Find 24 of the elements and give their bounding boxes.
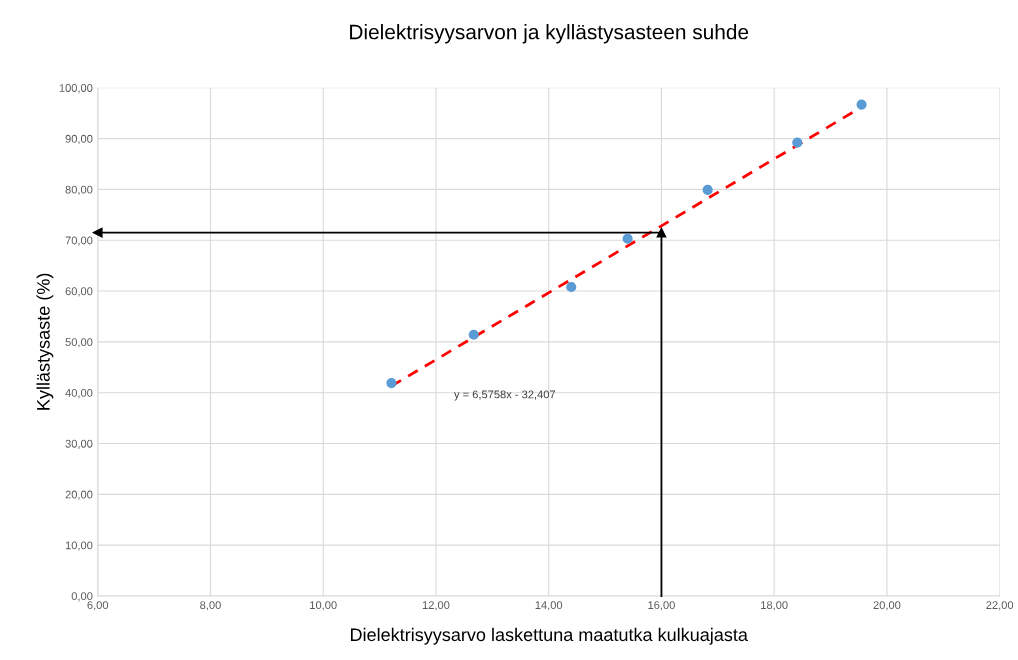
y-tick-label: 0,00 bbox=[71, 592, 93, 602]
y-tick-label: 80,00 bbox=[65, 185, 93, 195]
x-tick-label: 12,00 bbox=[422, 601, 450, 611]
x-tick-label: 6,00 bbox=[87, 601, 109, 611]
x-tick-label: 10,00 bbox=[310, 601, 337, 611]
y-tick-label: 100,00 bbox=[59, 84, 93, 94]
x-tick-label: 16,00 bbox=[648, 601, 675, 611]
x-tick-label: 20,00 bbox=[873, 601, 901, 611]
x-tick-label: 18,00 bbox=[761, 601, 788, 611]
y-tick-label: 20,00 bbox=[65, 490, 93, 500]
y-axis-title: Kyllästysaste (%) bbox=[36, 273, 54, 410]
x-axis-title: Dielektrisyysarvo laskettuna maatutka kulkuajasta bbox=[350, 627, 748, 645]
y-tick-label: 70,00 bbox=[65, 236, 93, 246]
y-tick-label: 60,00 bbox=[65, 287, 93, 297]
y-tick-label: 40,00 bbox=[65, 388, 93, 399]
x-tick-label: 8,00 bbox=[200, 601, 221, 611]
y-tick-label: 30,00 bbox=[65, 439, 93, 449]
annotation: y = 6,5758x - 32,407 bbox=[454, 390, 556, 401]
y-tick-label: 50,00 bbox=[65, 338, 93, 348]
y-tick-label: 10,00 bbox=[65, 541, 93, 551]
x-tick-label: 22,00 bbox=[986, 601, 1014, 611]
y-tick-label: 90,00 bbox=[65, 134, 93, 145]
chart-title: Dielektrisyysarvon ja kyllästysasteen suhde bbox=[350, 24, 749, 44]
x-tick-label: 14,00 bbox=[535, 601, 563, 611]
